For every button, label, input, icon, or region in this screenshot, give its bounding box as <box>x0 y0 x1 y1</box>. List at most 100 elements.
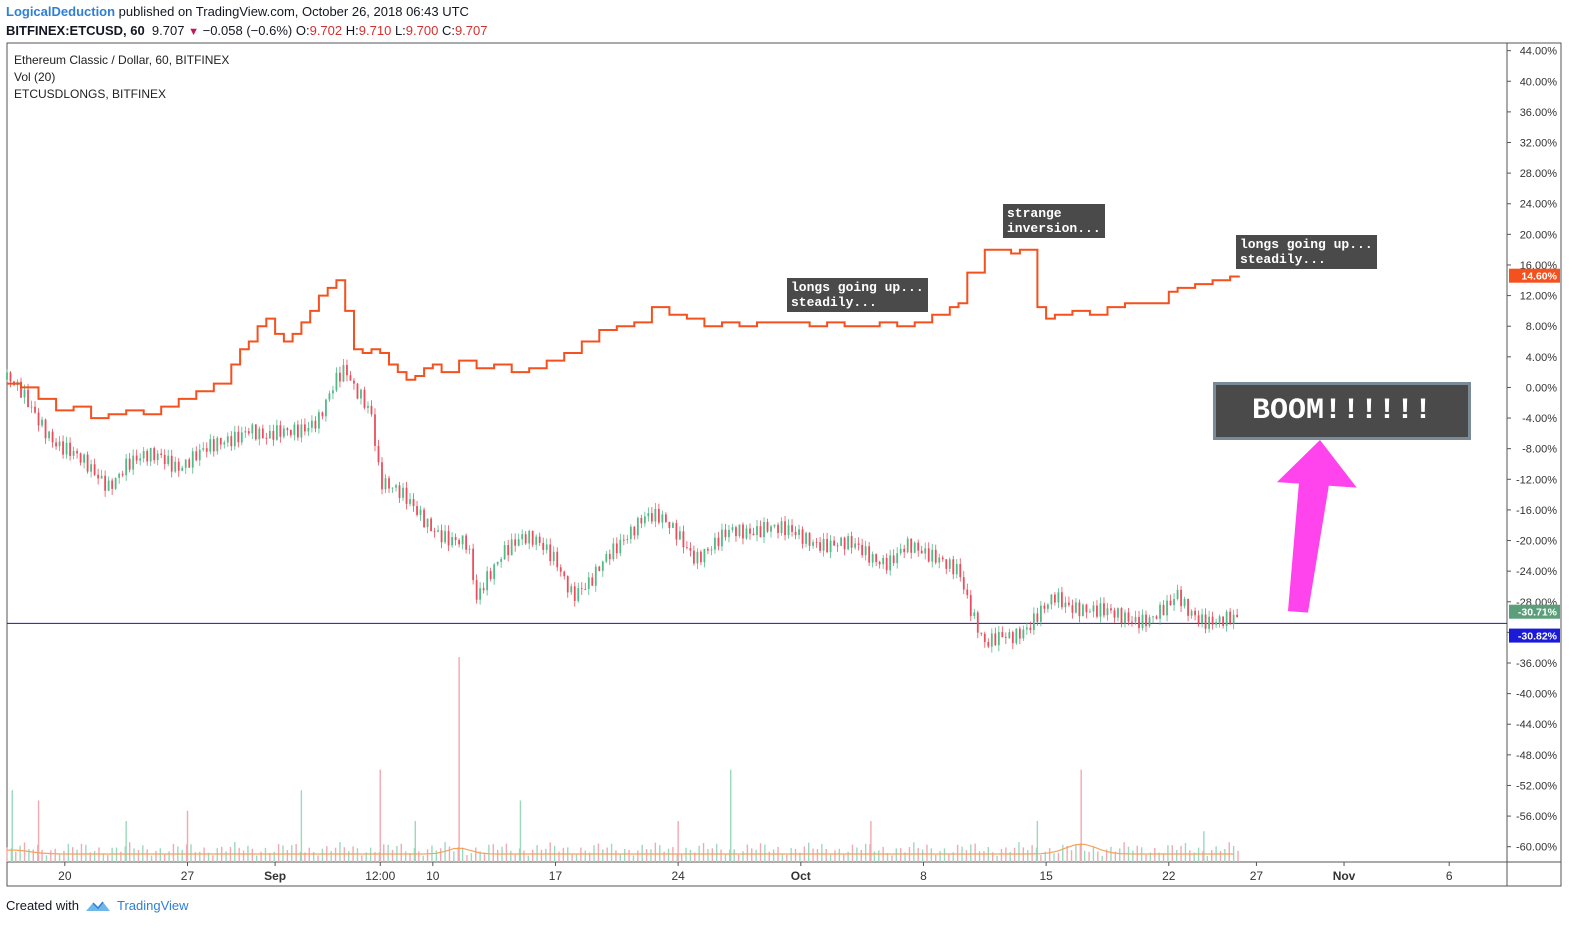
candle-body <box>973 612 976 617</box>
candle-body <box>1036 613 1039 622</box>
published-text: published on TradingView.com, October 26… <box>115 4 469 19</box>
candle-body <box>601 561 604 571</box>
candle-body <box>1025 627 1028 630</box>
author-link[interactable]: LogicalDeduction <box>6 4 116 19</box>
x-tick-label: Oct <box>791 869 811 883</box>
candle-body <box>1061 592 1063 608</box>
candle-body <box>1215 622 1218 625</box>
candle-body <box>167 455 170 465</box>
candle-body <box>990 633 993 647</box>
candle-body <box>903 548 906 553</box>
candle-body <box>1096 605 1098 617</box>
candle-body <box>777 524 779 533</box>
y-tick-label: 36.00% <box>1520 107 1558 119</box>
candle-body <box>980 632 983 634</box>
candle-body <box>339 372 341 382</box>
candle-body <box>1211 616 1214 625</box>
candle-body <box>686 547 688 549</box>
candle-body <box>1008 632 1011 639</box>
candle-body <box>458 540 461 545</box>
legend-longs-series[interactable]: ETCUSDLONGS, BITFINEX <box>14 87 167 101</box>
legend-volume[interactable]: Vol (20) <box>14 70 56 84</box>
candle-body <box>584 588 587 590</box>
y-tick-label: 40.00% <box>1520 76 1558 88</box>
price-chart[interactable]: 44.00% 40.00% 36.00% 32.00% 28.00% 24.00% 20.0… <box>0 0 1578 895</box>
candle-body <box>875 554 878 562</box>
last-price: 9.707 <box>151 23 185 38</box>
candle-body <box>223 442 226 445</box>
candle-body <box>118 473 121 478</box>
candle-body <box>1124 612 1126 623</box>
candle-body <box>826 538 828 553</box>
candle-body <box>976 612 979 633</box>
candle-body <box>69 442 71 456</box>
candle-body <box>787 525 790 536</box>
x-tick-label: 15 <box>1039 869 1053 883</box>
candle-body <box>1032 613 1035 631</box>
candle-body <box>1099 603 1102 617</box>
candle-body <box>1155 616 1158 619</box>
y-tick-label: -56.00% <box>1516 811 1557 823</box>
annotation-strange-inversion[interactable]: strange inversion... <box>1003 204 1105 238</box>
candle-body <box>959 564 962 578</box>
candle-body <box>1222 616 1225 626</box>
candle-body <box>125 458 128 476</box>
longs-last-price-tag-bg <box>1509 268 1560 283</box>
candle-body <box>198 449 201 461</box>
candle-body <box>318 412 320 429</box>
candle-body <box>629 526 632 539</box>
candle-body <box>500 559 503 562</box>
candle-body <box>311 420 313 428</box>
candle-body <box>749 528 751 534</box>
candle-body <box>30 406 33 408</box>
candle-body <box>864 546 867 556</box>
annotation-longs-going-up-2[interactable]: longs going up... steadily... <box>1236 235 1377 269</box>
candle-body <box>524 534 527 544</box>
candle-body <box>328 393 331 400</box>
candle-body <box>65 442 68 455</box>
etc-last-price-tag-bg <box>1509 604 1560 619</box>
candle-body <box>132 455 135 470</box>
candle-body <box>819 542 821 551</box>
candle-body <box>303 424 306 432</box>
candle-body <box>1197 615 1200 624</box>
candle-body <box>689 548 692 551</box>
candle-body <box>381 462 383 490</box>
candle-body <box>416 506 418 515</box>
x-tick-label: 27 <box>181 869 195 883</box>
x-tick-label: 22 <box>1162 869 1176 883</box>
candle-body <box>612 543 615 560</box>
x-tick-label: 12:00 <box>365 869 395 883</box>
candle-body <box>300 424 303 438</box>
boom-arrow-icon <box>1276 440 1357 613</box>
annotation-longs-going-up-1[interactable]: longs going up... steadily... <box>787 278 928 312</box>
candle-body <box>107 480 110 491</box>
tradingview-link[interactable]: TradingView <box>116 898 189 913</box>
candle-body <box>314 420 317 429</box>
candle-body <box>90 464 93 472</box>
candle-body <box>840 537 843 546</box>
tradingview-logo-icon <box>85 901 110 911</box>
candle-body <box>191 451 194 468</box>
candle-body <box>465 535 468 550</box>
low-value: 9.700 <box>405 23 439 38</box>
candle-body <box>212 439 215 452</box>
candle-body <box>1029 627 1032 631</box>
candle-body <box>1169 600 1172 606</box>
legend-main-series[interactable]: Ethereum Classic / Dollar, 60, BITFINEX <box>14 53 230 67</box>
candle-body <box>913 542 916 553</box>
candle-body <box>1180 589 1182 607</box>
candle-body <box>594 566 597 586</box>
candle-body <box>738 524 741 537</box>
candle-body <box>76 451 78 454</box>
candle-body <box>941 557 944 560</box>
candle-body <box>293 424 296 436</box>
candle-body <box>1043 605 1046 609</box>
candle-body <box>700 551 702 563</box>
candle-body <box>1071 605 1074 613</box>
candle-body <box>633 526 636 536</box>
candle-body <box>535 536 538 545</box>
annotation-boom[interactable]: BOOM!!!!!! <box>1213 382 1471 440</box>
candle-body <box>1106 608 1109 616</box>
candle-body <box>146 450 149 462</box>
